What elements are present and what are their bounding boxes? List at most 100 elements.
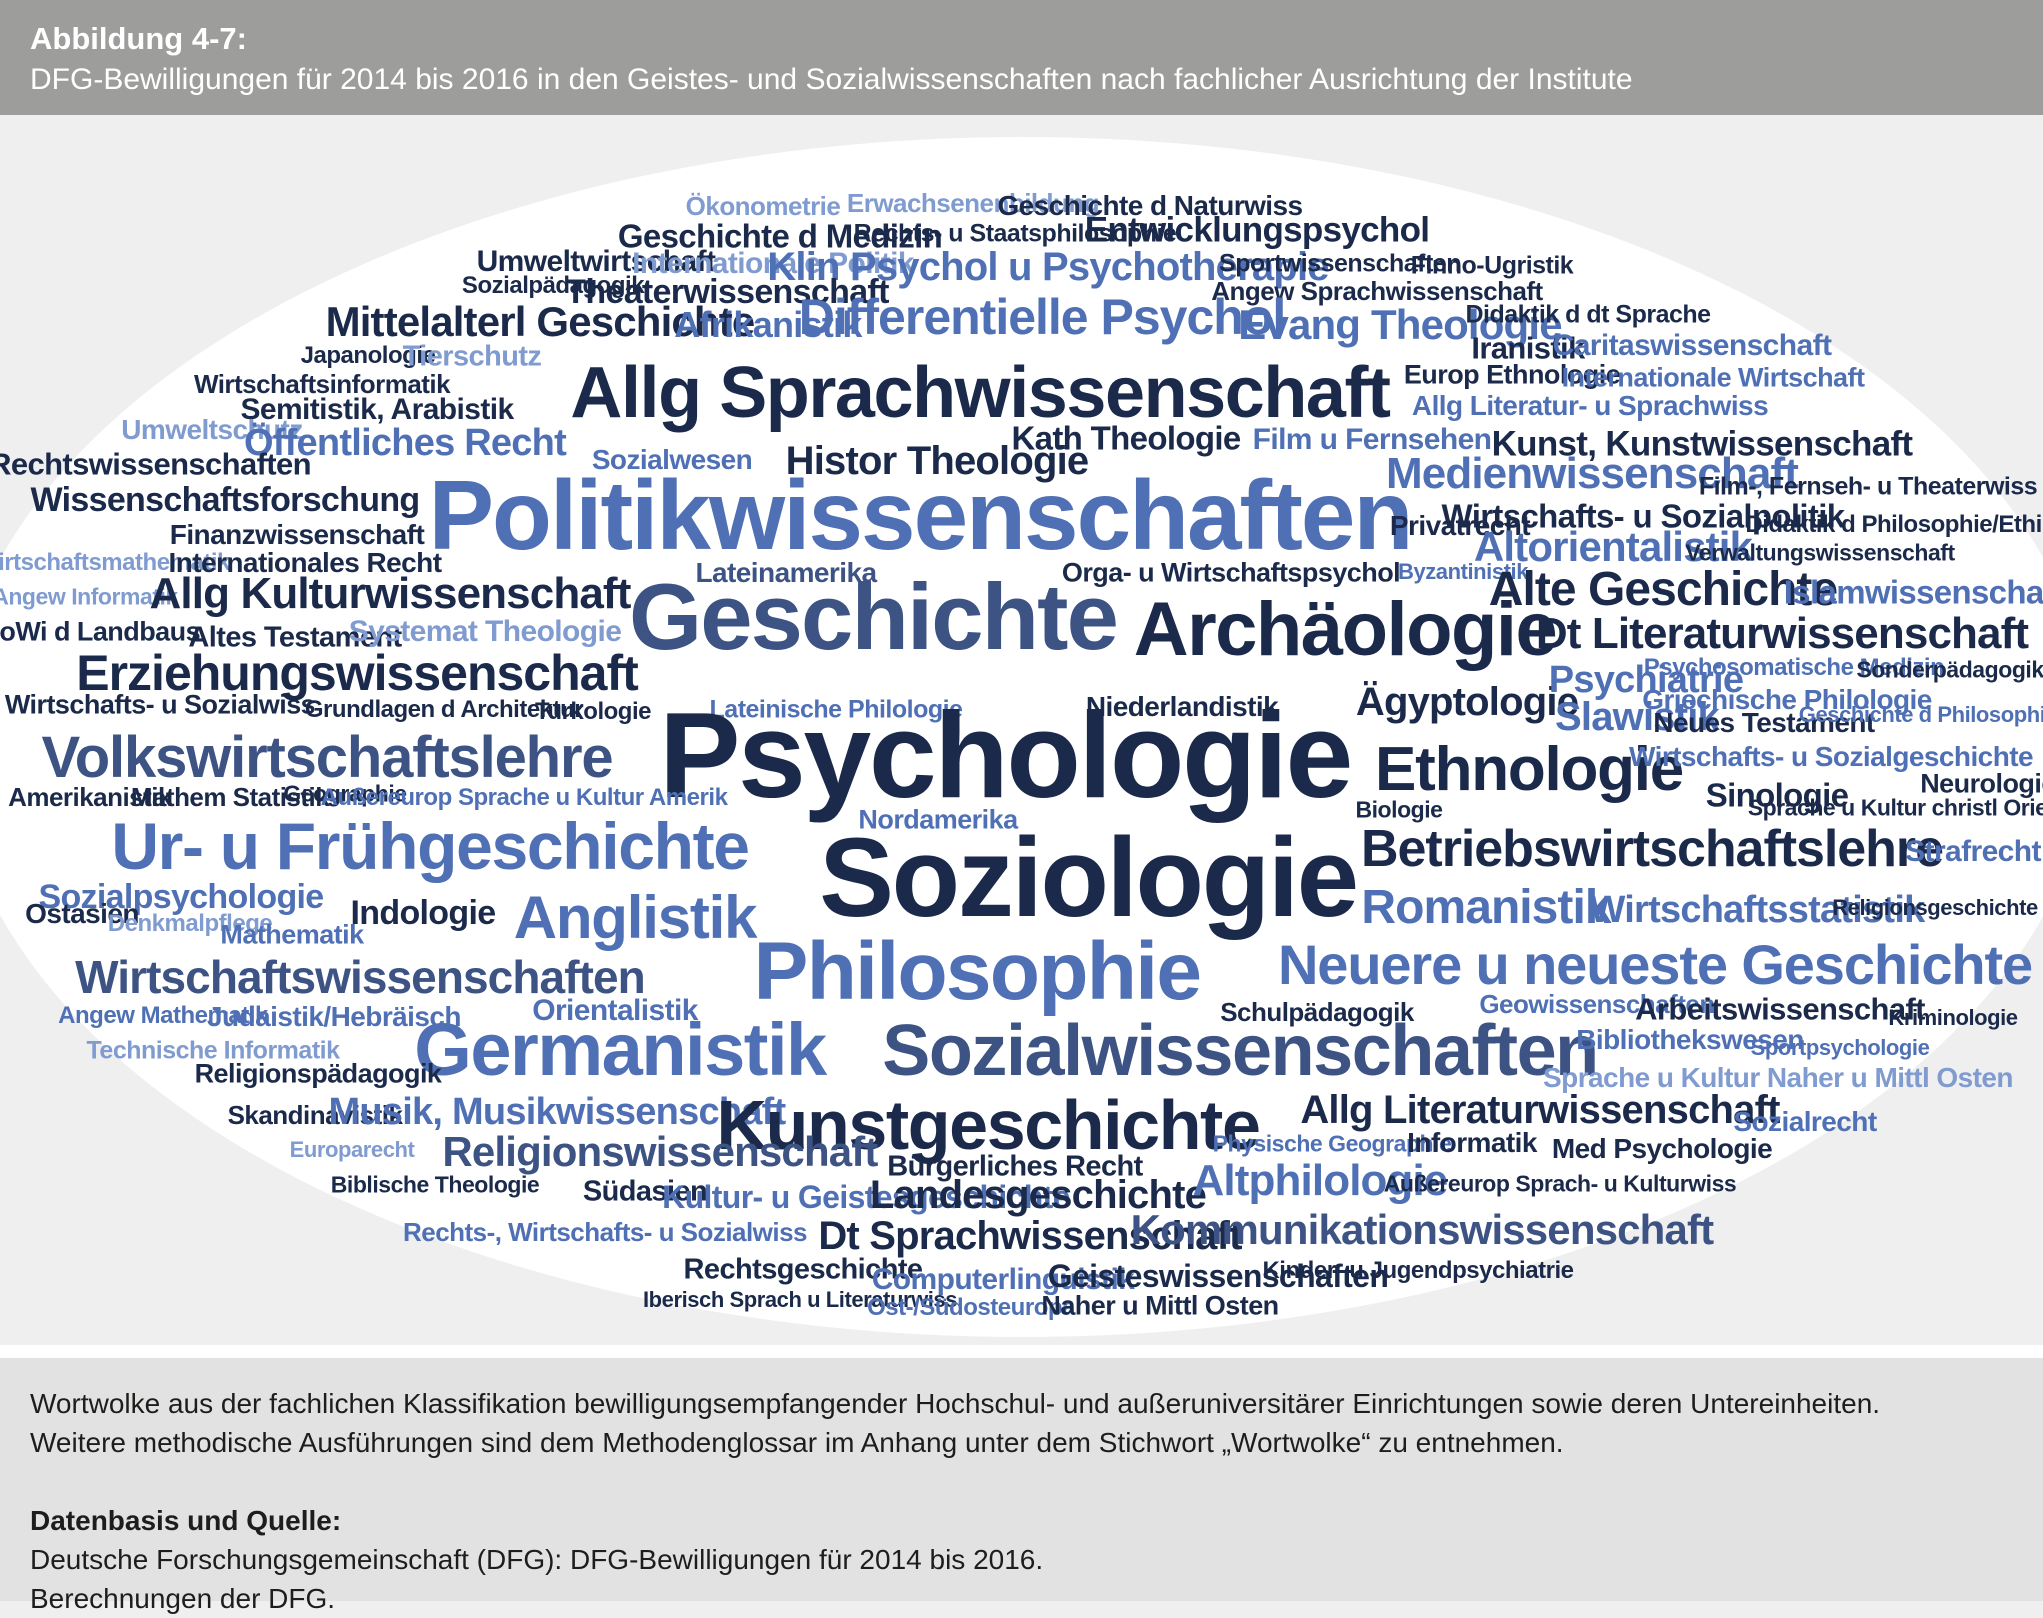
cloud-word: Geschichte d Philosophie bbox=[1798, 702, 2043, 727]
cloud-word: Rechtswissenschaften bbox=[0, 446, 312, 482]
cloud-word: Allg Literatur- u Sprachwiss bbox=[1411, 390, 1769, 421]
cloud-word: Afrikanistik bbox=[674, 304, 862, 345]
cloud-word: Religionsgeschichte bbox=[1832, 895, 2038, 920]
cloud-word: Mathematik bbox=[220, 919, 364, 950]
cloud-word: Didaktik d Philosophie/Ethik bbox=[1745, 511, 2043, 538]
figure-number: Abbildung 4-7: bbox=[30, 21, 247, 56]
cloud-word: Islamwissenschaft bbox=[1783, 573, 2043, 611]
cloud-word: Ost-/Südosteuropa bbox=[867, 1294, 1075, 1321]
cloud-word: Rechtsgeschichte bbox=[683, 1253, 924, 1286]
cloud-word: Theaterwissenschaft bbox=[565, 273, 889, 311]
cloud-word: Altorientalistik bbox=[1473, 523, 1753, 570]
cloud-word: Europarecht bbox=[289, 1137, 415, 1162]
word-cloud-figure: Ökonometrie Erwachsenenbildung Geschichte … bbox=[0, 115, 2043, 1345]
cloud-word: Kriminologie bbox=[1888, 1005, 2018, 1030]
cloud-word: Geschichte d Naturwiss bbox=[997, 190, 1303, 221]
cloud-word: Systemat Theologie bbox=[348, 615, 622, 648]
cloud-word: Skandinavistik bbox=[227, 1100, 403, 1130]
cloud-word: Außereurop Sprache u Kultur Amerik bbox=[320, 784, 728, 811]
cloud-word: Orga- u Wirtschaftspsychol bbox=[1061, 557, 1401, 588]
cloud-word: Film-, Fernseh- u Theaterwiss bbox=[1698, 472, 2038, 501]
cloud-word: Sportpsychologie bbox=[1750, 1035, 1930, 1060]
cloud-word: Turkologie bbox=[534, 698, 652, 725]
cloud-word: Technische Informatik bbox=[86, 1036, 341, 1065]
cloud-word: Allg Literaturwissenschaft bbox=[1300, 1088, 1780, 1132]
cloud-word: Wirtschafts- u Sozialpolitik bbox=[1441, 497, 1846, 535]
divider bbox=[0, 1345, 2043, 1358]
cloud-word: Finanzwissenschaft bbox=[169, 519, 425, 550]
cloud-word: Alte Geschichte bbox=[1488, 563, 1838, 616]
source-line-1: Deutsche Forschungsgemeinschaft (DFG): D… bbox=[30, 1544, 1044, 1575]
cloud-word: Verwaltungswissenschaft bbox=[1685, 539, 1955, 566]
cloud-word: Wirtschaftsmathematik bbox=[0, 549, 230, 576]
cloud-word: Ökonometrie bbox=[685, 191, 841, 221]
figure-header: Abbildung 4-7: DFG-Bewilligungen für 201… bbox=[0, 0, 2043, 115]
cloud-word: Mittelalterl Geschichte bbox=[325, 298, 756, 345]
cloud-word: Didaktik d dt Sprache bbox=[1465, 300, 1711, 329]
cloud-word: Tierschutz bbox=[402, 340, 542, 373]
cloud-word: Biblische Theologie bbox=[330, 1171, 540, 1198]
cloud-word: SoWi d Landbaus bbox=[0, 616, 201, 647]
cloud-word: Geowissenschaften bbox=[1479, 989, 1715, 1019]
cloud-word: Kinder- u Jugendpsychiatrie bbox=[1262, 1257, 1574, 1284]
cloud-word: Byzantinistik bbox=[1398, 559, 1528, 584]
cloud-word: Öffentliches Recht bbox=[243, 422, 567, 464]
cloud-word: Geschichte d Medizin bbox=[617, 217, 943, 255]
cloud-word: Wirtschaftswissenschaften bbox=[75, 951, 646, 1003]
cloud-word: Histor Theologie bbox=[785, 439, 1090, 483]
cloud-word: Geisteswissenschaften bbox=[1047, 1258, 1389, 1294]
cloud-word: Japanologie bbox=[300, 342, 436, 369]
cloud-word: Orientalistik bbox=[532, 994, 698, 1027]
cloud-word: Landesgeschichte bbox=[869, 1173, 1207, 1217]
cloud-word: Differentielle Psychol bbox=[798, 289, 1286, 345]
cloud-word: Volkswirtschaftslehre bbox=[41, 725, 614, 790]
cloud-word: Altes Testament bbox=[188, 621, 402, 654]
cloud-word: Sinologie bbox=[1705, 776, 1849, 814]
cloud-word: Computerlinguistik bbox=[871, 1263, 1135, 1296]
cloud-word: Griechische Philologie bbox=[1642, 684, 1932, 715]
cloud-word: Rechts-, Wirtschafts- u Sozialwiss bbox=[403, 1217, 807, 1247]
cloud-word: Physische Geographie bbox=[1212, 1130, 1452, 1157]
cloud-word: Informatik bbox=[1407, 1127, 1537, 1158]
cloud-word: Politikwissenschaften bbox=[428, 460, 1414, 570]
cloud-word: Dt Sprachwissenschaft bbox=[818, 1214, 1242, 1258]
cloud-word: Angew Mathematik bbox=[58, 1002, 268, 1029]
cloud-word: Kultur- u Geistesgeschichte bbox=[662, 1179, 1070, 1215]
source-label: Datenbasis und Quelle: bbox=[30, 1505, 342, 1536]
cloud-word: Grundlagen d Architektur bbox=[304, 696, 584, 723]
source-line-2: Berechnungen der DFG. bbox=[30, 1583, 336, 1614]
cloud-word: Kommunikationswissenschaft bbox=[1130, 1206, 1714, 1253]
figure-title: DFG-Bewilligungen für 2014 bis 2016 in d… bbox=[30, 63, 1633, 96]
cloud-word: Geschichte bbox=[629, 564, 1119, 669]
cloud-word: Ägyptologie bbox=[1355, 680, 1579, 724]
cloud-word: Außereurop Sprach- u Kulturwiss bbox=[1383, 1170, 1737, 1197]
cloud-word: Psychiatrie bbox=[1548, 659, 1744, 701]
cloud-word: Wirtschafts- u Sozialwiss bbox=[4, 689, 316, 720]
cloud-word: Film u Fernsehen bbox=[1252, 423, 1492, 456]
cloud-word: Archäologie bbox=[1133, 587, 1558, 672]
cloud-word: Geographie bbox=[283, 780, 407, 807]
cloud-word: Arbeitswissenschaft bbox=[1635, 991, 1925, 1027]
cloud-word: Musik, Musikwissenschaft bbox=[328, 1091, 787, 1133]
cloud-word: Kath Theologie bbox=[1011, 419, 1241, 457]
cloud-word: Wissenschaftsforschung bbox=[30, 481, 420, 519]
cloud-word: Judaistik/Hebräisch bbox=[207, 1001, 461, 1032]
figure-caption: Wortwolke aus der fachlichen Klassifikat… bbox=[0, 1358, 2043, 1614]
cloud-word: Umweltwirtschaft bbox=[476, 245, 716, 278]
cloud-word: Amerikanistik bbox=[8, 782, 172, 812]
cloud-word: Lateinamerika bbox=[695, 557, 877, 588]
cloud-word: Ostasien bbox=[25, 898, 139, 929]
cloud-word: Sozialrecht bbox=[1733, 1106, 1877, 1137]
cloud-word: Indologie bbox=[350, 894, 497, 932]
cloud-word: Semitistik, Arabistik bbox=[240, 393, 514, 426]
cloud-word: Neues Testament bbox=[1653, 707, 1875, 738]
cloud-word: Erziehungswissenschaft bbox=[76, 645, 638, 701]
cloud-word: Soziologie bbox=[819, 815, 1359, 940]
cloud-word: Erwachsenenbildung bbox=[846, 188, 1100, 218]
cloud-word: Kunst, Kunstwissenschaft bbox=[1491, 424, 1913, 464]
cloud-word: Neuere u neueste Geschichte bbox=[1277, 933, 2033, 996]
cloud-word: Ethnologie bbox=[1375, 735, 1684, 804]
cloud-word: Religionswissenschaft bbox=[442, 1128, 878, 1175]
cloud-word: Neurologie bbox=[1920, 768, 2043, 799]
cloud-word: Iberisch Sprach u Literaturwiss bbox=[642, 1287, 958, 1312]
